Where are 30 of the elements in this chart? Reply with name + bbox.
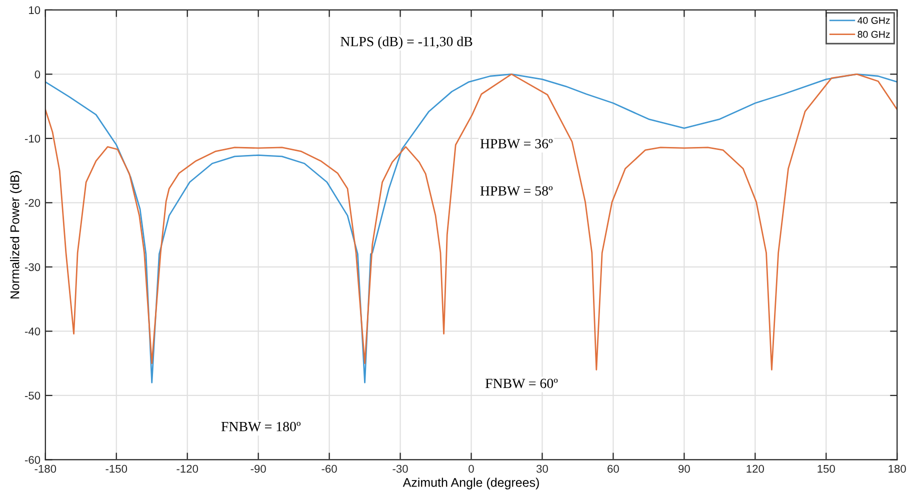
y-tick-label: -30 [24,263,40,272]
annotation: HPBW = 36º [480,138,553,148]
x-tick-label: 150 [818,464,835,473]
x-tick-label: 120 [746,464,764,473]
y-tick-label: -60 [24,456,40,464]
y-tick-label: 10 [29,6,40,14]
x-tick-label: 60 [608,464,619,473]
annotation: FNBW = 180º [221,422,301,432]
x-tick-label: -60 [322,464,337,473]
y-tick-label: -10 [24,134,40,143]
x-tick-label: -180 [34,464,56,473]
y-axis-title: Normalized Power (dB) [10,171,22,298]
x-tick-label: -150 [106,464,128,473]
x-tick-label: -30 [392,464,408,473]
x-axis-title: Azimuth Angle (degrees) [402,478,539,490]
x-tick-label: -90 [250,464,266,473]
annotation: NLPS (dB) = -11,30 dB [340,36,472,50]
x-tick-label: 0 [468,464,474,473]
x-tick-label: 180 [888,464,906,473]
legend-label: 40 GHz [858,17,890,24]
annotation: HPBW = 58º [480,186,553,196]
y-tick-label: -40 [24,327,40,336]
annotation: FNBW = 60º [485,378,558,388]
legend-label: 80 GHz [858,30,890,38]
x-tick-label: 90 [678,464,690,473]
y-tick-label: -50 [24,392,40,400]
y-tick-label: 0 [34,70,40,78]
x-tick-label: -120 [176,464,198,473]
x-tick-label: 30 [536,464,548,473]
y-tick-label: -20 [24,198,40,207]
